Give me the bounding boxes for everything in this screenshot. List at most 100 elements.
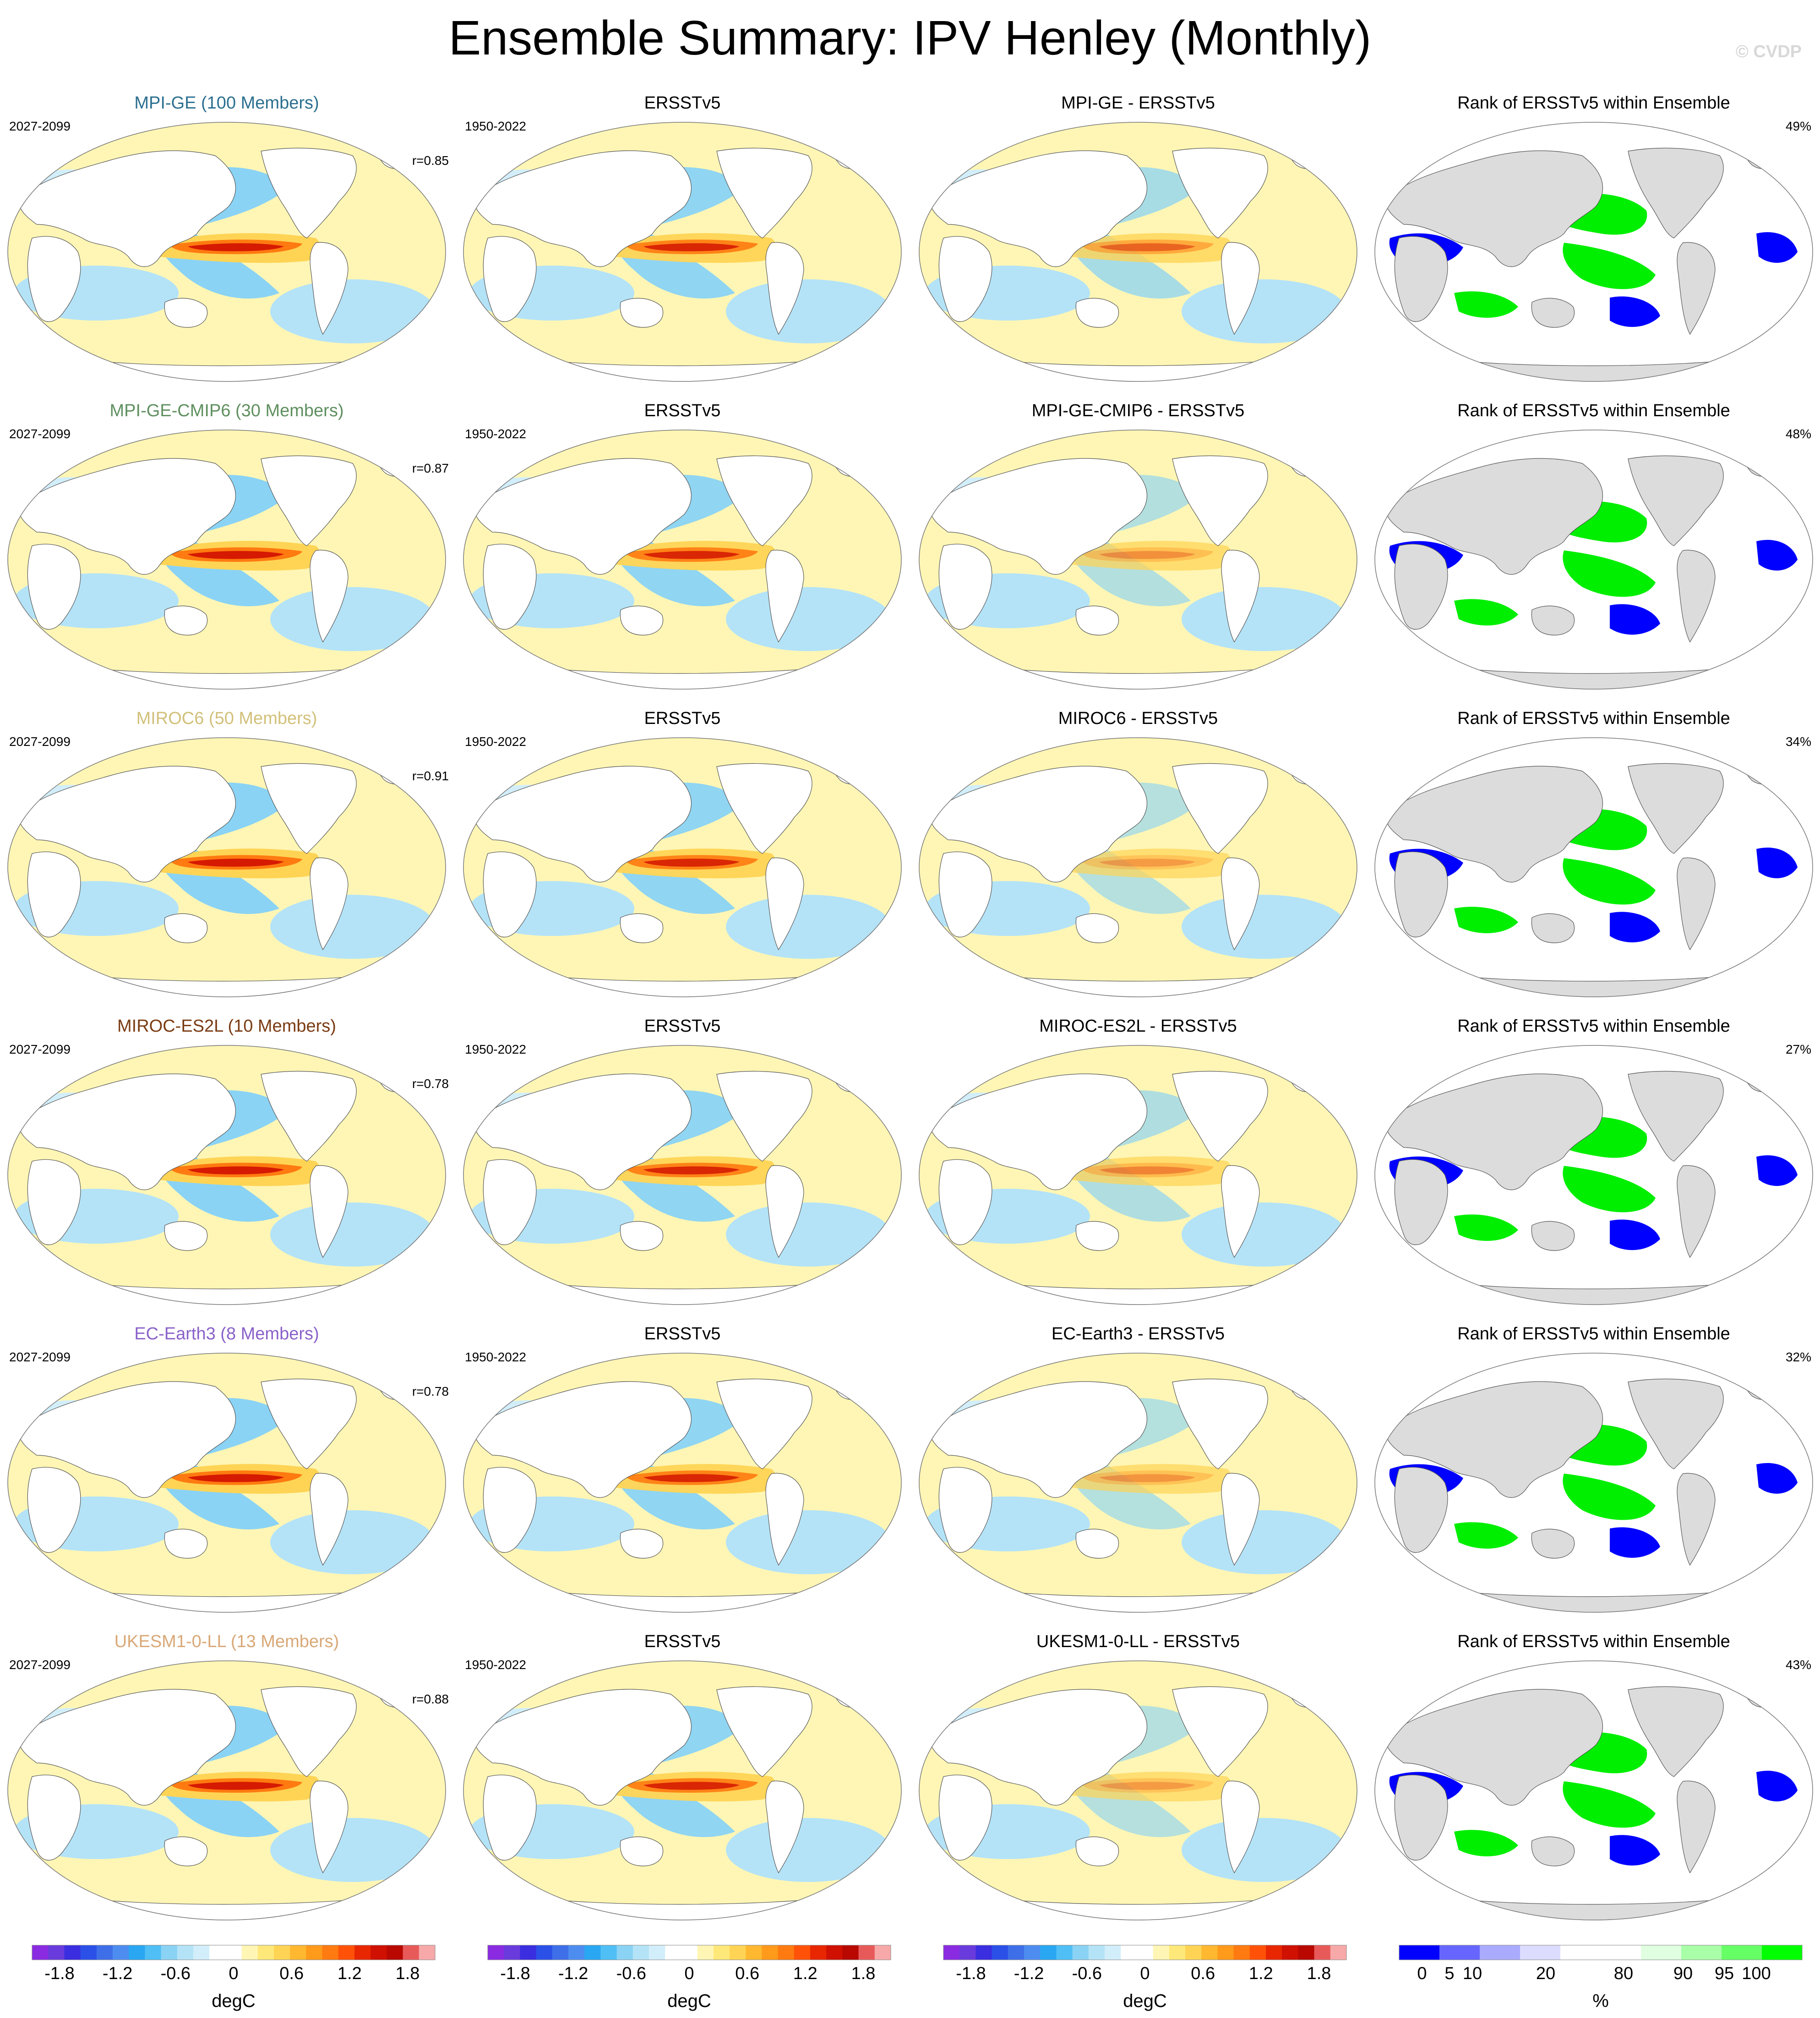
difference-title: MIROC6 - ERSSTv5 bbox=[1058, 709, 1218, 728]
colorbar-swatch bbox=[209, 1945, 226, 1960]
obs-period: 1950-2022 bbox=[465, 1042, 526, 1056]
colorbar-swatch bbox=[64, 1945, 81, 1960]
pattern-correlation: r=0.91 bbox=[412, 769, 449, 783]
colorbar-label: degC bbox=[212, 1991, 256, 2011]
model-panel: EC-Earth3 (8 Members) 2027-2099 r=0.78 bbox=[0, 1318, 453, 1626]
rank-panel: Rank of ERSSTv5 within Ensemble 32% bbox=[1367, 1318, 1820, 1626]
panel-row: EC-Earth3 (8 Members) 2027-2099 r=0.78 ERSS… bbox=[0, 1318, 1820, 1626]
difference-map bbox=[916, 734, 1360, 1000]
model-period: 2027-2099 bbox=[9, 427, 71, 441]
model-period: 2027-2099 bbox=[9, 1658, 71, 1672]
colorbar-swatch bbox=[858, 1945, 875, 1960]
obs-period: 1950-2022 bbox=[465, 1658, 526, 1672]
colorbar-swatch bbox=[1153, 1945, 1170, 1960]
colorbar-swatch bbox=[177, 1945, 194, 1960]
colorbar-tick-label: -0.6 bbox=[1072, 1964, 1102, 1983]
colorbar-swatch bbox=[257, 1945, 274, 1960]
colorbar-label: degC bbox=[1123, 1991, 1167, 2011]
panel-row: MPI-GE-CMIP6 (30 Members) 2027-2099 r=0.87… bbox=[0, 395, 1820, 702]
panel-row: MIROC6 (50 Members) 2027-2099 r=0.91 ERSSTv… bbox=[0, 702, 1820, 1010]
colorbar-swatch bbox=[1233, 1945, 1250, 1960]
degc-colorbar: -1.8 -1.2 -0.6 0 0.6 1.2 1.8 degC bbox=[27, 1942, 440, 2015]
model-map bbox=[5, 1658, 449, 1923]
model-map bbox=[5, 1350, 449, 1615]
colorbar-swatch bbox=[552, 1945, 569, 1960]
colorbar-swatch bbox=[1088, 1945, 1105, 1960]
obs-title: ERSSTv5 bbox=[644, 1017, 721, 1036]
colorbar-tick-label: -1.2 bbox=[1014, 1964, 1044, 1983]
colorbar-svg: -1.8 -1.2 -0.6 0 0.6 1.2 1.8 bbox=[487, 1945, 891, 1983]
rank-percent: 48% bbox=[1785, 427, 1811, 441]
model-title: MIROC6 (50 Members) bbox=[136, 709, 317, 728]
colorbar-swatch bbox=[730, 1945, 746, 1960]
colorbar-swatch bbox=[975, 1945, 992, 1960]
colorbar-tick-label: 1.2 bbox=[793, 1964, 817, 1983]
rank-title: Rank of ERSSTv5 within Ensemble bbox=[1457, 93, 1730, 113]
colorbar-tick-label: 1.8 bbox=[1307, 1964, 1331, 1983]
rank-title: Rank of ERSSTv5 within Ensemble bbox=[1457, 1324, 1730, 1344]
colorbar-swatch bbox=[1105, 1945, 1121, 1960]
rank-map-svg bbox=[1374, 1353, 1813, 1613]
rank-map-svg bbox=[1374, 122, 1813, 382]
model-panel: MIROC-ES2L (10 Members) 2027-2099 r=0.78 bbox=[0, 1010, 453, 1318]
colorbar-swatch bbox=[1040, 1945, 1057, 1960]
colorbar-swatch bbox=[241, 1945, 258, 1960]
colorbar-swatch bbox=[794, 1945, 811, 1960]
colorbar-swatch bbox=[600, 1945, 617, 1960]
colorbar-swatch bbox=[842, 1945, 859, 1960]
rank-panel: Rank of ERSSTv5 within Ensemble 49% bbox=[1367, 87, 1820, 395]
colorbar-swatch bbox=[681, 1945, 698, 1960]
colorbar-frame bbox=[1399, 1945, 1803, 1960]
colorbar-swatch bbox=[536, 1945, 553, 1960]
model-period: 2027-2099 bbox=[9, 119, 71, 133]
obs-period: 1950-2022 bbox=[465, 119, 526, 133]
colorbar-swatch bbox=[1282, 1945, 1298, 1960]
colorbar-tick-label: -0.6 bbox=[161, 1964, 191, 1983]
rank-map bbox=[1372, 427, 1816, 692]
colorbar-swatch bbox=[1641, 1945, 1682, 1960]
colorbar-tick-label: -1.8 bbox=[44, 1964, 74, 1983]
difference-map-svg bbox=[919, 737, 1357, 997]
model-map bbox=[5, 427, 449, 692]
rank-map bbox=[1372, 119, 1816, 385]
obs-map-svg bbox=[463, 737, 902, 997]
model-map-svg bbox=[7, 430, 446, 690]
colorbar-swatch bbox=[354, 1945, 371, 1960]
rank-map bbox=[1372, 1350, 1816, 1615]
rank-panel: Rank of ERSSTv5 within Ensemble 27% bbox=[1367, 1010, 1820, 1318]
colorbar-swatch bbox=[778, 1945, 795, 1960]
model-panel: MIROC6 (50 Members) 2027-2099 r=0.91 bbox=[0, 702, 453, 1010]
difference-title: UKESM1-0-LL - ERSSTv5 bbox=[1036, 1632, 1240, 1651]
difference-map bbox=[916, 119, 1360, 385]
rank-panel: Rank of ERSSTv5 within Ensemble 34% bbox=[1367, 702, 1820, 1010]
colorbar-swatch bbox=[80, 1945, 97, 1960]
colorbar-swatch bbox=[1072, 1945, 1089, 1960]
obs-map bbox=[460, 1042, 905, 1308]
degc-colorbar: -1.8 -1.2 -0.6 0 0.6 1.2 1.8 degC bbox=[483, 1942, 895, 2015]
model-map-svg bbox=[7, 122, 446, 382]
colorbar-swatch bbox=[403, 1945, 420, 1960]
rank-map-svg bbox=[1374, 1660, 1813, 1920]
pattern-correlation: r=0.87 bbox=[412, 461, 449, 475]
obs-map-svg bbox=[463, 1045, 902, 1305]
colorbar-swatch bbox=[1681, 1945, 1722, 1960]
difference-map bbox=[916, 1658, 1360, 1923]
colorbar-swatch bbox=[520, 1945, 537, 1960]
obs-title: ERSSTv5 bbox=[644, 93, 721, 113]
difference-panel: EC-Earth3 - ERSSTv5 bbox=[911, 1318, 1365, 1626]
difference-map bbox=[916, 1042, 1360, 1308]
colorbar-swatch bbox=[1314, 1945, 1331, 1960]
colorbar-swatch bbox=[992, 1945, 1008, 1960]
colorbar-tick-label: -1.8 bbox=[500, 1964, 530, 1983]
rank-title: Rank of ERSSTv5 within Ensemble bbox=[1457, 1632, 1730, 1651]
colorbar-tick-label: 5 bbox=[1444, 1964, 1454, 1983]
obs-panel: ERSSTv5 1950-2022 bbox=[456, 702, 909, 1010]
colorbar-swatch bbox=[488, 1945, 504, 1960]
model-title: MPI-GE (100 Members) bbox=[134, 93, 319, 113]
colorbar-tick-label: 0.6 bbox=[735, 1964, 759, 1983]
model-map bbox=[5, 734, 449, 1000]
difference-panel: UKESM1-0-LL - ERSSTv5 bbox=[911, 1626, 1365, 1933]
obs-map bbox=[460, 119, 905, 385]
obs-title: ERSSTv5 bbox=[644, 401, 721, 420]
colorbar-swatch bbox=[419, 1945, 436, 1960]
